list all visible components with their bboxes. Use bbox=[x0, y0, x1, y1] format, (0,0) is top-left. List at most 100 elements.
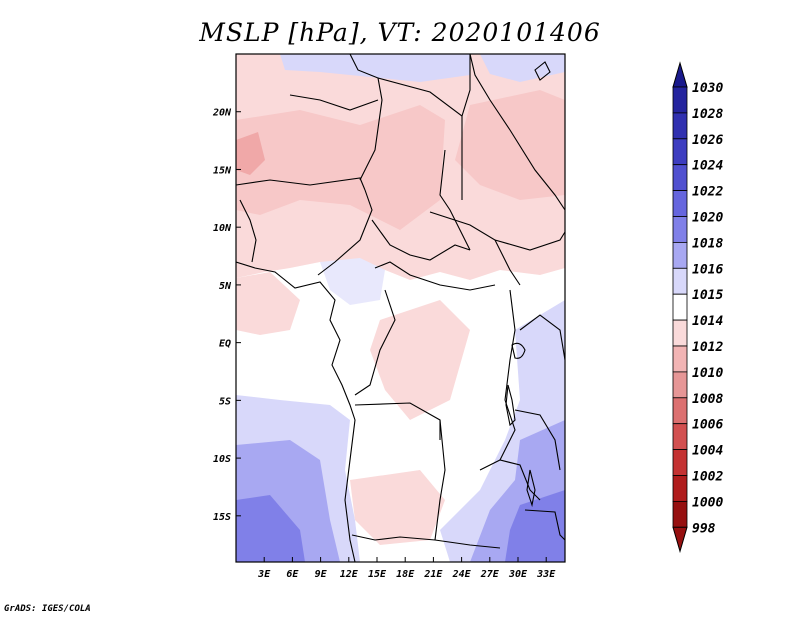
lat-tick-label: EQ bbox=[219, 339, 231, 350]
colorbar-swatch bbox=[672, 345, 688, 373]
colorbar-label: 1022 bbox=[692, 185, 723, 200]
colorbar-swatch bbox=[672, 164, 688, 191]
border-chad-sudan bbox=[439, 149, 471, 251]
colorbar-label: 1028 bbox=[692, 107, 723, 122]
lat-axis: 20N 15N 10N 5N EQ 5S 10S 15S bbox=[212, 108, 241, 523]
colorbar-swatch bbox=[672, 423, 688, 451]
border-car-congo bbox=[374, 261, 496, 291]
lon-tick-label: 21E bbox=[423, 569, 443, 580]
colorbar-label: 1026 bbox=[692, 133, 723, 148]
border-zambia-malawi bbox=[479, 459, 541, 501]
high-pressure-ne-edge bbox=[480, 54, 565, 82]
colorbar-label: 1010 bbox=[692, 366, 723, 381]
border-cameroon-car bbox=[371, 219, 471, 261]
sinai-peninsula bbox=[534, 61, 551, 81]
border-namibia bbox=[351, 534, 501, 549]
colorbar-label: 1006 bbox=[692, 418, 723, 433]
border-angola-zambia bbox=[434, 419, 446, 541]
colorbar-label: 998 bbox=[692, 521, 716, 536]
pressure-field bbox=[236, 54, 565, 562]
light-blue-central bbox=[320, 258, 385, 305]
coastline-red-sea bbox=[469, 54, 565, 211]
border-benin bbox=[239, 199, 257, 263]
colorbar-swatch bbox=[672, 138, 688, 166]
colorbar-swatch bbox=[672, 241, 688, 269]
colorbar-label: 1015 bbox=[692, 288, 723, 303]
lon-tick-label: 9E bbox=[315, 569, 328, 580]
border-libya-sudan bbox=[377, 77, 463, 200]
map-title: MSLP [hPa], VT: 2020101406 bbox=[199, 18, 601, 47]
colorbar-swatch bbox=[672, 216, 688, 243]
lon-tick-label: 15E bbox=[368, 569, 387, 580]
colorbar-label: 1008 bbox=[692, 392, 723, 407]
colorbar-bottom-arrow bbox=[672, 526, 688, 554]
border-drc-east bbox=[499, 289, 516, 461]
high-pressure-north-edge bbox=[280, 54, 470, 82]
colorbar-label: 1018 bbox=[692, 236, 723, 251]
lon-axis: 3E 6E 9E 12E 15E 18E 21E 24E 27E 30E 33E bbox=[257, 557, 556, 580]
border-libya-algeria bbox=[349, 54, 383, 181]
border-nigeria-niger bbox=[236, 177, 366, 191]
colorbar-swatch bbox=[672, 319, 688, 347]
country-borders bbox=[236, 54, 565, 562]
lat-tick-label: 5S bbox=[219, 396, 231, 407]
border-ethiopia bbox=[494, 231, 565, 251]
colorbar-label: 1020 bbox=[692, 211, 723, 226]
lat-tick-label: 15N bbox=[213, 165, 232, 176]
colorbar-swatch bbox=[672, 397, 688, 425]
lon-tick-label: 27E bbox=[480, 569, 500, 580]
lat-tick-label: 20N bbox=[212, 108, 232, 119]
colorbar-label: 1002 bbox=[692, 470, 723, 485]
lon-tick-label: 6E bbox=[286, 569, 299, 580]
colorbar-swatch bbox=[672, 449, 688, 476]
low-pressure-core-west bbox=[236, 132, 265, 175]
lon-tick-label: 3E bbox=[257, 569, 271, 580]
lon-tick-label: 24E bbox=[452, 569, 472, 580]
colorbar-label: 1024 bbox=[692, 159, 723, 174]
border-nigeria-cameroon bbox=[317, 189, 373, 276]
lat-tick-label: 15S bbox=[213, 512, 231, 523]
lon-tick-label: 12E bbox=[340, 569, 359, 580]
lat-tick-label: 5N bbox=[219, 281, 232, 292]
high-pressure-se-deep bbox=[505, 490, 565, 562]
colorbar-label: 1016 bbox=[692, 262, 723, 277]
low-pressure-pocket-sahel bbox=[236, 105, 445, 230]
colorbar-label: 1014 bbox=[692, 314, 723, 329]
colorbar-swatch bbox=[672, 371, 688, 399]
lon-tick-label: 30E bbox=[508, 569, 528, 580]
border-angola-drc bbox=[354, 402, 441, 440]
colorbar-swatch bbox=[672, 112, 688, 140]
lake-victoria bbox=[511, 342, 526, 359]
colorbar-swatch bbox=[672, 475, 688, 502]
border-drc-west bbox=[354, 289, 396, 396]
lat-tick-label: 10N bbox=[213, 223, 232, 234]
colorbar-swatch bbox=[672, 86, 688, 114]
map-frame bbox=[235, 53, 566, 563]
colorbar-label: 1012 bbox=[692, 340, 723, 355]
border-mozambique bbox=[524, 509, 565, 541]
lake-malawi bbox=[526, 469, 536, 508]
border-tanzania bbox=[514, 409, 561, 471]
lake-tanganyika bbox=[505, 384, 516, 427]
colorbar: 1030 1028 1026 1024 1022 1020 1018 1016 1015 1014… bbox=[672, 61, 723, 554]
coastline-west-africa bbox=[236, 261, 356, 562]
colorbar-label: 1000 bbox=[692, 495, 723, 510]
border-kenya-uganda bbox=[519, 314, 565, 361]
lon-tick-label: 18E bbox=[396, 569, 415, 580]
colorbar-swatch bbox=[672, 293, 688, 321]
colorbar-top-arrow bbox=[672, 61, 688, 88]
lat-tick-label: 10S bbox=[213, 454, 231, 465]
border-egypt-sudan bbox=[461, 54, 471, 117]
border-niger-chad bbox=[289, 94, 379, 111]
lon-tick-label: 33E bbox=[536, 569, 556, 580]
pink-patch-congo bbox=[370, 300, 470, 420]
colorbar-swatch bbox=[672, 190, 688, 217]
colorbar-label: 1030 bbox=[692, 81, 723, 96]
high-pressure-sw-deep bbox=[236, 495, 305, 562]
colorbar-swatch bbox=[672, 500, 688, 528]
colorbar-label: 1004 bbox=[692, 444, 723, 459]
credit-label: GrADS: IGES/COLA bbox=[4, 604, 91, 614]
pink-patch-angola bbox=[350, 470, 445, 545]
colorbar-swatch bbox=[672, 267, 688, 295]
